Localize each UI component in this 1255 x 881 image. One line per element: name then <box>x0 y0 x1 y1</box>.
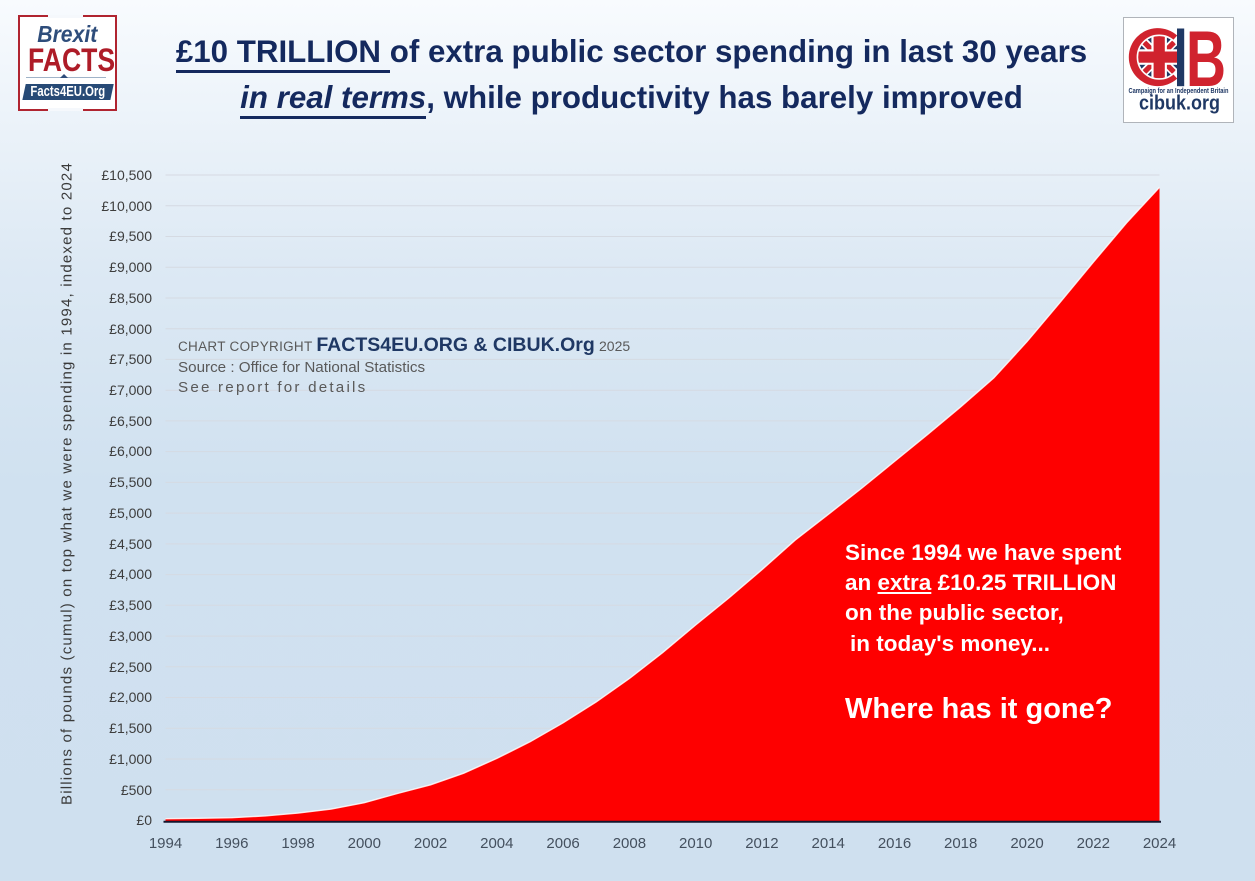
svg-text:B: B <box>1186 17 1226 103</box>
svg-text:Campaign for an Independent Br: Campaign for an Independent Britain <box>1129 86 1229 95</box>
svg-text:cibuk.org: cibuk.org <box>1139 92 1220 115</box>
